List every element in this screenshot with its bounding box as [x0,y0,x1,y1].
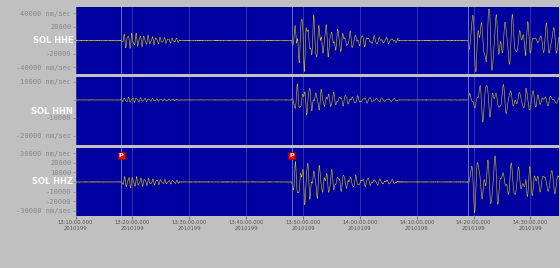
Text: P: P [119,153,123,158]
Text: SOL HHZ: SOL HHZ [32,177,73,187]
Text: SOL HHN: SOL HHN [31,107,73,116]
Text: P: P [290,153,294,158]
Text: SOL HHE: SOL HHE [32,36,73,45]
